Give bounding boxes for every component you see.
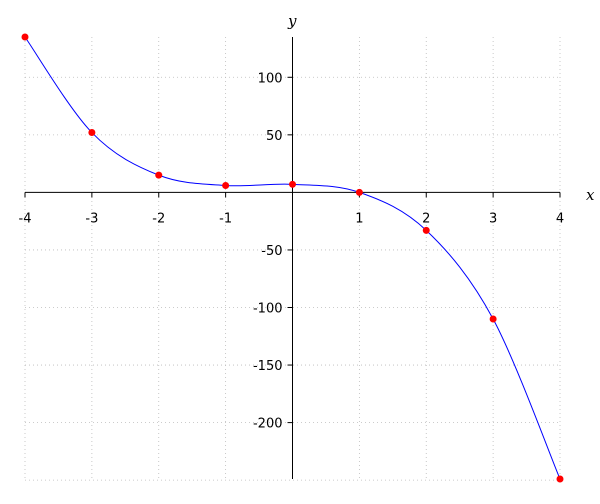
y-tick-label: 50 <box>266 129 283 144</box>
data-point <box>289 180 296 188</box>
y-tick-label: 100 <box>258 71 283 86</box>
data-point <box>88 129 96 137</box>
data-point <box>489 315 497 323</box>
x-tick-label: 1 <box>355 211 363 226</box>
x-tick-label: -4 <box>19 211 32 226</box>
x-tick-label: 2 <box>422 211 430 226</box>
data-point <box>355 188 363 196</box>
data-point <box>222 181 230 189</box>
y-tick-label: -150 <box>253 359 283 374</box>
x-tick-label: 3 <box>489 211 497 226</box>
x-tick-label: 4 <box>556 211 564 226</box>
data-points <box>21 33 564 483</box>
y-tick-label: -200 <box>253 417 283 432</box>
axes <box>24 37 561 479</box>
y-axis-label: y <box>287 12 297 30</box>
x-axis-label: x <box>586 186 595 204</box>
x-tick-label: -3 <box>85 211 98 226</box>
x-tick-label: -1 <box>219 211 232 226</box>
data-point <box>556 475 564 483</box>
x-tick-label: -2 <box>152 211 165 226</box>
y-tick-label: -100 <box>253 301 283 316</box>
data-point <box>155 171 163 179</box>
tick-labels: -4 -3 -2 -1 1 2 3 4 100 50 -50 -100 -150 -200 <box>19 71 565 431</box>
y-tick-label: -50 <box>261 244 282 259</box>
data-point <box>422 226 430 234</box>
data-point <box>21 33 29 41</box>
grid <box>24 37 561 481</box>
